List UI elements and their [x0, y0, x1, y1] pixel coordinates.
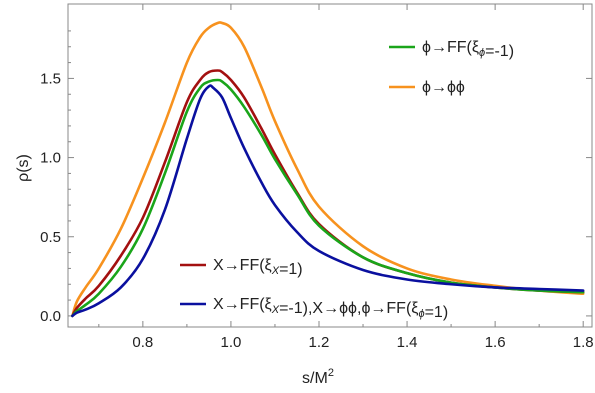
series-layer: [71, 21, 585, 318]
y-axis-label: ρ(s): [15, 154, 32, 182]
x-tick-label: 0.8: [132, 334, 153, 351]
series-line-green: [71, 78, 585, 318]
y-tick-label: 1.5: [40, 70, 61, 87]
series-line-blue: [71, 84, 585, 318]
x-tick-label: 1.4: [397, 334, 418, 351]
legend-bottom-entry-label: X→FF(ξX=-1),X→ϕϕ,ϕ→FF(ξϕ=1): [213, 296, 448, 321]
plot-border: [67, 3, 593, 328]
y-axis-title: ρ(s): [15, 154, 32, 182]
y-tick-label: 1.0: [40, 150, 61, 167]
legend-bottom: X→FF(ξX=1) X→FF(ξX=-1),X→ϕϕ,ϕ→FF(ξϕ=1): [180, 257, 448, 321]
y-tick-label: 0.5: [40, 229, 61, 246]
x-tick-label: 1.0: [220, 334, 241, 351]
x-tick-label: 1.2: [309, 334, 330, 351]
axis-ticks: 0.8 1.0 1.2 1.4 1.6 1.8 0.0 0.5 1.0 1.5: [40, 4, 594, 351]
series-line-red: [71, 69, 585, 318]
legend-top-entry-label: ϕ→ϕϕ: [422, 79, 465, 96]
legend-top: ϕ→FF(ξϕ=-1) ϕ→ϕϕ: [389, 39, 514, 96]
series-line-orange: [71, 21, 585, 318]
legend-bottom-entry-label: X→FF(ξX=1): [213, 257, 303, 278]
x-tick-label: 1.6: [485, 334, 506, 351]
x-tick-label: 1.8: [573, 334, 594, 351]
x-axis-label: s/M2: [302, 367, 334, 387]
legend-top-entry-label: ϕ→FF(ξϕ=-1): [422, 39, 514, 60]
y-tick-label: 0.0: [40, 308, 61, 325]
plot-frame: [67, 3, 593, 328]
